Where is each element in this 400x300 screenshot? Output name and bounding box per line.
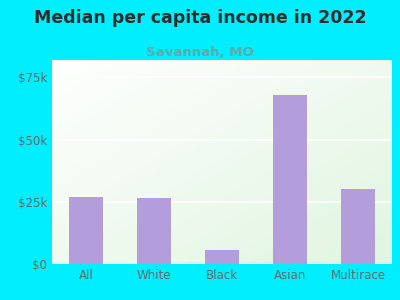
Bar (137, 198, 171, 264)
Text: Median per capita income in 2022: Median per capita income in 2022 (34, 9, 366, 27)
Bar (69, 197, 103, 264)
Text: Savannah, MO: Savannah, MO (146, 46, 254, 59)
Bar (341, 189, 375, 264)
Bar (205, 250, 239, 264)
Bar (273, 95, 307, 264)
